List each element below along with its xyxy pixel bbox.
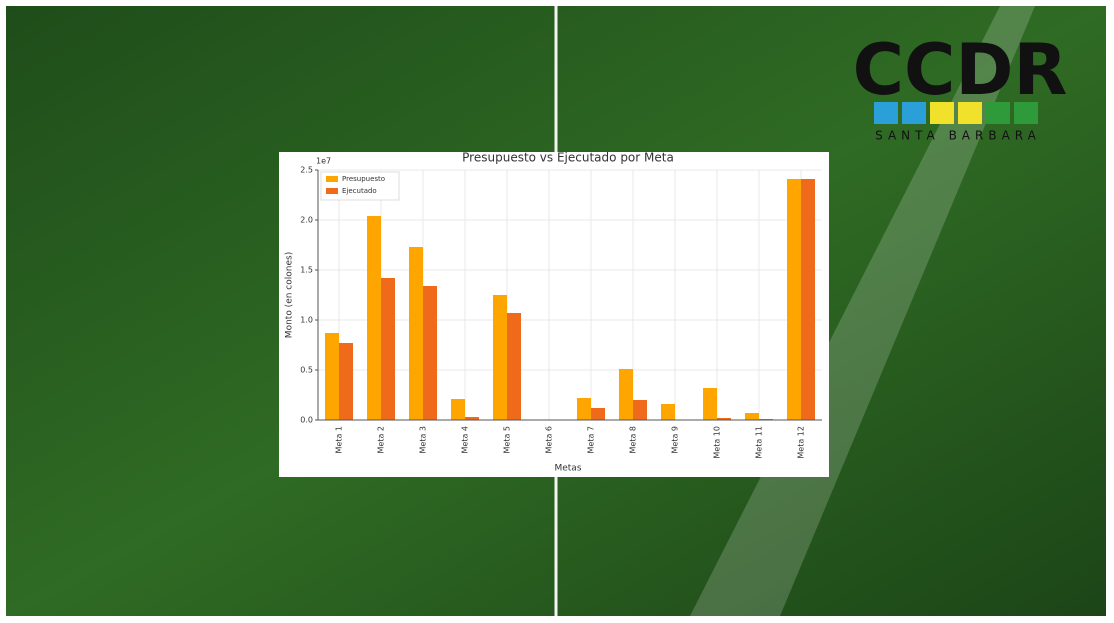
x-tick-label: Meta 8 <box>629 426 638 454</box>
bar <box>493 295 507 420</box>
bar <box>409 247 423 420</box>
logo-icon <box>874 102 898 124</box>
bar <box>717 418 731 420</box>
bar <box>591 408 605 420</box>
chart-title: Presupuesto vs Ejecutado por Meta <box>462 151 674 165</box>
x-tick-label: Meta 4 <box>461 426 470 454</box>
x-tick-label: Meta 2 <box>377 426 386 454</box>
y-tick-label: 1.0 <box>300 316 313 325</box>
legend-swatch <box>326 188 338 194</box>
bar <box>619 369 633 420</box>
bar <box>507 313 521 420</box>
chart-panel <box>279 152 829 477</box>
bar <box>787 179 801 420</box>
x-axis-label: Metas <box>554 464 581 474</box>
logo-icon <box>1014 102 1038 124</box>
x-tick-label: Meta 7 <box>587 426 596 454</box>
bar <box>801 179 815 420</box>
bar <box>703 388 717 420</box>
bar <box>451 399 465 420</box>
logo-icon <box>902 102 926 124</box>
y-axis-label: Monto (en colones) <box>285 252 295 338</box>
bar <box>423 286 437 420</box>
y-tick-label: 0.5 <box>300 366 313 375</box>
x-tick-label: Meta 11 <box>755 426 764 459</box>
legend-label: Ejecutado <box>342 187 377 195</box>
x-tick-label: Meta 6 <box>545 426 554 454</box>
bar <box>661 404 675 420</box>
x-tick-label: Meta 12 <box>797 426 806 459</box>
x-tick-label: Meta 5 <box>503 426 512 454</box>
logo-icon <box>986 102 1010 124</box>
bar <box>745 413 759 420</box>
y-offset: 1e7 <box>316 157 331 166</box>
logo-icon <box>958 102 982 124</box>
logo: CCDR SANTA BARBARA <box>853 29 1068 142</box>
bar <box>465 417 479 420</box>
bar <box>577 398 591 420</box>
y-tick-label: 0.0 <box>300 416 313 425</box>
logo-title: CCDR <box>853 29 1068 111</box>
logo-subtitle: SANTA BARBARA <box>875 129 1041 143</box>
x-tick-label: Meta 1 <box>335 426 344 454</box>
bar <box>325 333 339 420</box>
bar <box>339 343 353 420</box>
bar <box>633 400 647 420</box>
legend-swatch <box>326 176 338 182</box>
y-tick-label: 1.5 <box>300 266 313 275</box>
x-tick-label: Meta 3 <box>419 426 428 454</box>
logo-icon <box>930 102 954 124</box>
y-tick-label: 2.5 <box>300 166 313 175</box>
x-tick-label: Meta 9 <box>671 426 680 454</box>
x-tick-label: Meta 10 <box>713 426 722 459</box>
y-tick-label: 2.0 <box>300 216 313 225</box>
bar <box>367 216 381 420</box>
legend-label: Presupuesto <box>342 175 385 183</box>
bar <box>381 278 395 420</box>
